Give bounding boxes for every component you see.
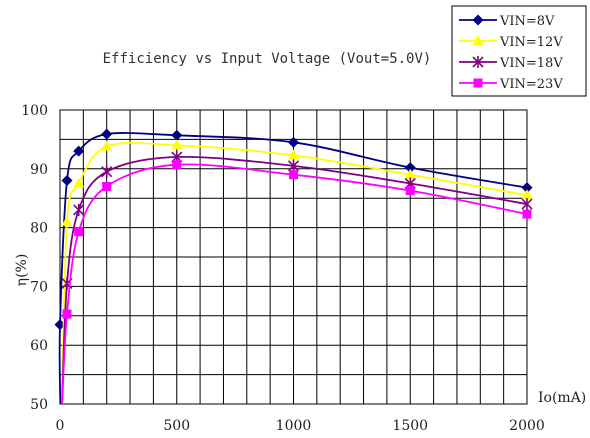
data-point xyxy=(172,160,182,170)
x-tick-label: 500 xyxy=(163,418,190,434)
series-line xyxy=(61,141,528,404)
data-point xyxy=(289,170,298,180)
data-point xyxy=(61,215,73,226)
y-axis-title: η(%) xyxy=(14,254,30,287)
x-axis-title: Io(mA) xyxy=(538,390,586,406)
data-point xyxy=(288,136,299,148)
legend-item: VIN=18V xyxy=(459,56,563,71)
data-point xyxy=(73,203,85,216)
data-point xyxy=(101,128,113,140)
x-tick-label: 1500 xyxy=(392,418,428,434)
legend-item: VIN=8V xyxy=(459,14,555,29)
legend-label: VIN=8V xyxy=(499,14,555,29)
legend: VIN=8V VIN=12V VIN=18V VIN=23V xyxy=(451,5,587,97)
chart-title: Efficiency vs Input Voltage (Vout=5.0V) xyxy=(103,51,432,67)
data-point xyxy=(101,140,113,151)
data-point xyxy=(171,129,183,141)
y-tick-label: 80 xyxy=(30,221,48,237)
y-tick-labels: 50 60 70 80 90 100 xyxy=(21,103,48,413)
legend-label: VIN=23V xyxy=(499,77,563,92)
x-tick-labels: 0 500 1000 1500 2000 xyxy=(56,418,545,434)
data-point xyxy=(73,145,85,157)
x-tick-label: 0 xyxy=(56,418,65,434)
data-point xyxy=(404,168,416,179)
legend-item: VIN=12V xyxy=(459,35,563,50)
x-tick-label: 2000 xyxy=(509,418,545,434)
data-point xyxy=(521,182,533,194)
data-point xyxy=(102,181,112,191)
x-tick-label: 1000 xyxy=(276,418,312,434)
data-point xyxy=(74,227,84,237)
legend-item: VIN=23V xyxy=(459,77,563,92)
data-point xyxy=(101,165,113,178)
y-tick-label: 70 xyxy=(30,279,48,295)
series-2 xyxy=(61,139,533,404)
legend-marker xyxy=(472,56,484,68)
y-tick-label: 60 xyxy=(30,338,48,354)
series-layer xyxy=(54,128,533,404)
data-point xyxy=(61,175,73,187)
data-point xyxy=(287,159,300,172)
legend-marker xyxy=(473,78,483,88)
y-tick-label: 90 xyxy=(30,162,48,178)
legend-items: VIN=8V VIN=12V VIN=18V VIN=23V xyxy=(459,14,563,92)
legend-label: VIN=18V xyxy=(499,56,563,71)
data-point xyxy=(288,149,299,160)
y-tick-label: 100 xyxy=(21,103,48,119)
y-tick-label: 50 xyxy=(30,397,48,413)
series-4 xyxy=(61,160,532,404)
data-point xyxy=(62,309,72,319)
data-point xyxy=(404,162,416,174)
series-1 xyxy=(54,128,533,404)
data-point xyxy=(522,209,532,219)
data-point xyxy=(521,198,533,211)
legend-label: VIN=12V xyxy=(499,35,563,50)
legend-marker xyxy=(472,35,484,45)
data-point xyxy=(521,189,533,200)
data-point xyxy=(171,139,183,150)
data-point xyxy=(405,186,415,196)
data-point xyxy=(73,177,85,188)
legend-marker xyxy=(472,14,484,26)
